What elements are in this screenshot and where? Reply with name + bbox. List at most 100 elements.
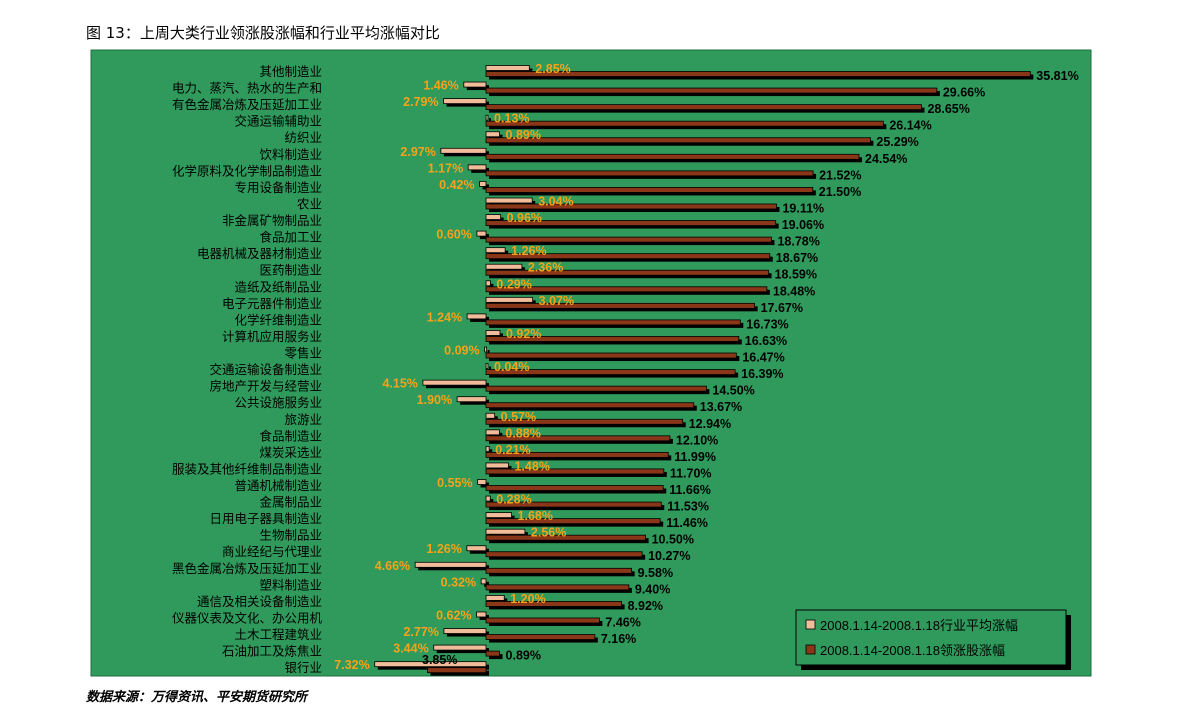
lead-bar-shadow (489, 157, 863, 163)
lead-value-label: 21.50% (819, 185, 861, 199)
avg-bar (485, 330, 501, 336)
category-label: 交通运输设备制造业 (209, 362, 322, 377)
avg-bar-shadow (489, 432, 503, 438)
avg-bar (485, 445, 490, 452)
avg-value-label: 2.79% (403, 95, 438, 109)
avg-value-label: 0.13% (494, 112, 529, 126)
lead-value-label: 18.78% (777, 235, 819, 249)
lead-value-label: 3.85% (422, 653, 457, 667)
lead-bar-shadow (489, 538, 649, 544)
lead-bar-shadow (489, 571, 635, 577)
category-label: 仪器仪表及文化、办公用机 (172, 610, 323, 625)
figure-title: 图 13：上周大类行业领涨股涨幅和行业平均涨幅对比 (86, 24, 440, 42)
category-label: 化学原料及化学制品制造业 (172, 163, 322, 178)
lead-value-label: 21.52% (819, 168, 861, 182)
category-label: 服装及其他纤维制品制造业 (172, 461, 322, 476)
category-label: 金属制品业 (259, 495, 322, 510)
lead-bar-shadow (489, 124, 887, 130)
lead-bar (485, 104, 922, 111)
legend-label-avg: 2008.1.14-2008.1.18行业平均涨幅 (820, 618, 1018, 633)
lead-bar-shadow (489, 521, 664, 527)
avg-bar-shadow (479, 614, 489, 620)
lead-bar (485, 87, 938, 94)
lead-value-label: 10.50% (652, 533, 694, 547)
lead-bar-shadow (489, 223, 779, 229)
category-label: 计算机应用服务业 (222, 329, 322, 344)
avg-value-label: 1.20% (510, 592, 545, 606)
avg-bar-shadow (489, 598, 508, 604)
avg-value-label: 1.26% (511, 244, 546, 258)
avg-value-label: 0.62% (436, 608, 471, 622)
avg-bar-shadow (489, 283, 494, 289)
avg-value-label: 3.04% (538, 194, 573, 208)
lead-bar (485, 584, 630, 591)
category-label: 煤炭采选业 (259, 445, 322, 460)
category-label: 公共设施服务业 (234, 395, 322, 410)
lead-bar-shadow (489, 273, 772, 279)
avg-bar-shadow (489, 300, 536, 306)
figure-source: 数据来源：万得资讯、平安期货研究所 (86, 690, 308, 705)
category-label: 塑料制造业 (259, 577, 322, 592)
lead-bar-shadow (489, 74, 1034, 80)
avg-bar (485, 214, 501, 220)
avg-bar-shadow (377, 664, 489, 670)
lead-value-label: 16.73% (746, 317, 788, 331)
lead-bar (485, 302, 755, 309)
lead-bar-shadow (489, 356, 740, 362)
lead-bar (485, 203, 777, 210)
category-label: 化学纤维制造业 (234, 312, 322, 327)
avg-bar-shadow (489, 515, 515, 521)
avg-bar-shadow (489, 250, 509, 256)
lead-value-label: 11.53% (667, 500, 709, 514)
category-label: 通信及相关设备制造业 (197, 594, 322, 609)
lead-bar (485, 634, 596, 640)
lead-bar (485, 71, 1031, 77)
avg-bar (485, 296, 534, 303)
category-label: 零售业 (284, 346, 322, 361)
category-label: 房地产开发与经营业 (209, 379, 322, 394)
avg-value-label: 2.56% (531, 526, 566, 540)
lead-bar-shadow (489, 190, 816, 196)
lead-value-label: 13.67% (700, 400, 742, 414)
lead-bar-shadow (489, 372, 739, 378)
avg-bar-shadow (489, 416, 498, 422)
lead-value-label: 35.81% (1036, 69, 1078, 83)
lead-value-label: 29.66% (943, 86, 985, 100)
lead-bar-shadow (489, 637, 598, 643)
lead-bar-shadow (489, 405, 697, 411)
category-label: 日用电子器具制造业 (209, 511, 322, 526)
lead-bar (485, 220, 777, 226)
avg-bar (484, 346, 488, 353)
avg-bar-shadow (479, 234, 489, 240)
lead-value-label: 28.65% (927, 102, 969, 116)
lead-bar (427, 667, 487, 674)
category-label: 电子元器件制造业 (222, 296, 322, 311)
avg-bar-shadow (489, 465, 512, 471)
avg-bar-shadow (489, 499, 494, 505)
lead-value-label: 16.63% (745, 334, 787, 348)
legend-label-lead: 2008.1.14-2008.1.18领涨股涨幅 (820, 643, 1005, 658)
lead-bar-shadow (430, 670, 489, 676)
lead-bar-shadow (489, 91, 940, 97)
lead-bar (485, 485, 664, 491)
category-label: 医药制造业 (259, 263, 322, 278)
lead-value-label: 7.46% (605, 615, 640, 629)
lead-value-label: 11.70% (670, 466, 712, 480)
avg-value-label: 0.29% (496, 277, 531, 291)
avg-value-label: 3.07% (539, 294, 574, 308)
category-label: 生物制品业 (259, 528, 322, 543)
avg-bar (374, 661, 487, 668)
lead-value-label: 26.14% (889, 119, 931, 133)
avg-value-label: 2.85% (535, 62, 570, 76)
lead-bar-shadow (489, 339, 742, 345)
avg-bar (466, 313, 487, 320)
avg-bar-shadow (489, 134, 503, 140)
avg-bar-shadow (489, 200, 536, 206)
lead-bar-shadow (489, 389, 710, 395)
avg-value-label: 0.57% (501, 410, 536, 424)
category-label: 商业经纪与代理业 (222, 544, 322, 559)
avg-bar-shadow (489, 449, 493, 455)
avg-bar-shadow (425, 383, 489, 389)
lead-bar (485, 385, 707, 392)
category-label: 土木工程建筑业 (234, 627, 322, 642)
